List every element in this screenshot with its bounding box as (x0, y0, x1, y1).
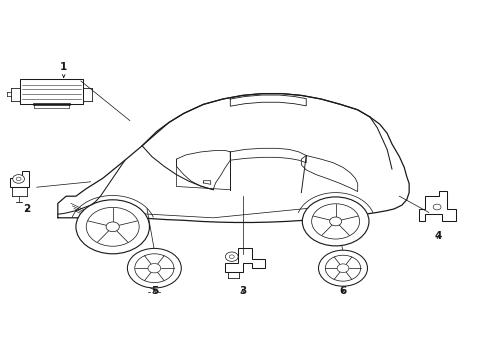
Circle shape (148, 264, 161, 273)
Circle shape (13, 175, 24, 183)
FancyBboxPatch shape (20, 79, 83, 104)
Text: 4: 4 (435, 231, 442, 241)
Polygon shape (419, 191, 456, 221)
Polygon shape (203, 181, 211, 184)
Text: 2: 2 (24, 204, 30, 214)
Circle shape (76, 200, 149, 254)
Circle shape (337, 264, 349, 273)
Circle shape (318, 250, 368, 286)
Circle shape (16, 177, 21, 181)
Circle shape (229, 255, 234, 258)
Circle shape (330, 217, 342, 226)
Text: 5: 5 (151, 286, 158, 296)
Text: 3: 3 (239, 286, 246, 296)
Circle shape (127, 248, 181, 288)
Polygon shape (225, 248, 265, 272)
Circle shape (106, 222, 120, 232)
Circle shape (135, 254, 174, 283)
Circle shape (325, 255, 361, 281)
Circle shape (302, 197, 369, 246)
Text: 6: 6 (340, 286, 346, 296)
Circle shape (433, 204, 441, 210)
Polygon shape (10, 171, 29, 187)
Circle shape (225, 252, 238, 261)
Text: 1: 1 (60, 62, 67, 72)
